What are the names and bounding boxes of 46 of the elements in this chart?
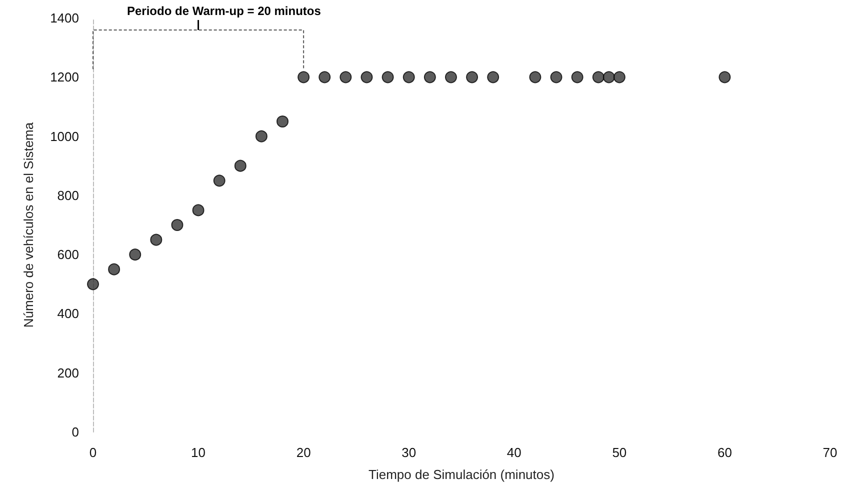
point	[613, 71, 626, 84]
point	[171, 219, 184, 231]
point	[550, 71, 562, 84]
x-tick-label: 10	[191, 445, 206, 460]
point	[318, 71, 331, 84]
point	[424, 71, 436, 84]
x-tick-label: 30	[402, 445, 416, 460]
y-axis-title: Número de vehículos en el Sistema	[21, 122, 36, 328]
point	[529, 71, 542, 84]
x-tick-label: 40	[506, 445, 522, 460]
point	[360, 71, 373, 84]
point	[108, 263, 120, 276]
point	[718, 71, 731, 84]
x-tick-label: 70	[822, 445, 838, 460]
point	[234, 160, 246, 172]
point	[276, 116, 289, 128]
point	[129, 248, 142, 261]
point	[382, 71, 394, 84]
point	[255, 130, 268, 142]
x-axis-title: Tiempo de Simulación (minutos)	[368, 467, 554, 482]
point	[466, 71, 478, 84]
x-tick-label: 50	[612, 445, 627, 460]
point	[592, 71, 604, 84]
point	[487, 71, 500, 84]
y-tick-label: 1400	[50, 10, 79, 26]
y-tick-label: 800	[57, 188, 79, 203]
x-tick-label: 0	[89, 445, 97, 460]
point	[87, 278, 99, 290]
point	[402, 71, 415, 84]
y-tick-label: 1000	[50, 128, 79, 144]
point	[192, 204, 204, 216]
y-tick-label: 1200	[50, 70, 79, 85]
point	[298, 71, 310, 84]
y-tick-label: 200	[57, 365, 79, 380]
point	[213, 174, 226, 187]
y-tick-label: 0	[72, 424, 79, 440]
y-tick-label: 600	[57, 247, 79, 262]
x-tick-label: 20	[296, 445, 311, 460]
point	[444, 71, 457, 84]
y-tick-label: 400	[57, 306, 79, 322]
point	[340, 71, 352, 84]
point	[571, 71, 584, 84]
point	[602, 71, 615, 84]
x-tick-label: 60	[717, 445, 732, 460]
point	[150, 234, 162, 246]
annotation: Periodo de Warm-up = 20 minutos	[127, 4, 322, 18]
